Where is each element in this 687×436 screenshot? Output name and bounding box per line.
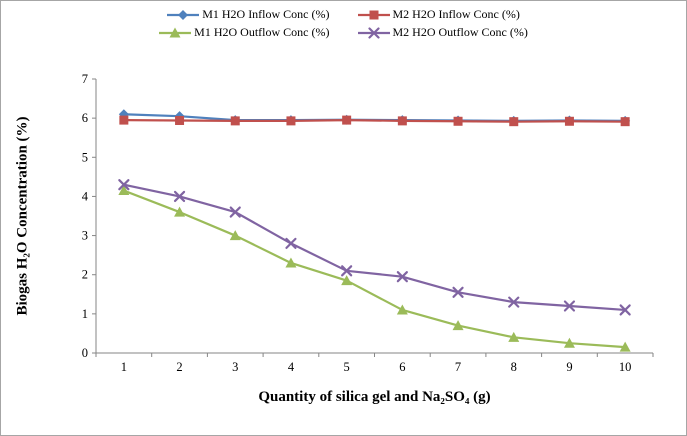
x-axis-title: Quantity of silica gel and Na₂SO₄ (g) <box>258 389 491 405</box>
y-axis-title: Biogas H₂O Concentration (%) <box>14 116 31 316</box>
x-tick-label: 6 <box>399 360 405 374</box>
legend-item-3: M1 H2O Outflow Conc (%) <box>159 25 330 40</box>
legend-item-2: M2 H2O Inflow Conc (%) <box>357 7 520 22</box>
legend-marker-square-icon <box>357 10 390 19</box>
y-tick-label: 7 <box>82 72 88 86</box>
y-tick-label: 6 <box>82 111 88 125</box>
chart-legend: M1 H2O Inflow Conc (%) M2 H2O Inflow Conc… <box>94 7 594 40</box>
series-3 <box>118 185 631 352</box>
legend-marker-diamond-icon <box>167 9 200 20</box>
legend-label: M1 H2O Inflow Conc (%) <box>202 7 330 21</box>
x-tick-label: 8 <box>511 360 517 374</box>
legend-label: M2 H2O Inflow Conc (%) <box>392 7 520 21</box>
legend-item-1: M1 H2O Inflow Conc (%) <box>167 7 330 22</box>
x-tick-label: 10 <box>619 360 632 374</box>
x-tick-label: 3 <box>232 360 238 374</box>
series-4 <box>118 179 631 316</box>
legend-marker-x-icon <box>357 26 390 39</box>
legend-item-4: M2 H2O Outflow Conc (%) <box>357 25 528 40</box>
x-tick-label: 2 <box>176 360 182 374</box>
y-tick-label: 0 <box>82 346 88 360</box>
axes: 0 1 2 3 4 5 6 7 1 2 3 4 5 6 7 8 9 10 <box>82 72 654 374</box>
y-tick-label: 5 <box>82 150 88 164</box>
legend-label: M1 H2O Outflow Conc (%) <box>194 25 330 39</box>
legend-label: M2 H2O Outflow Conc (%) <box>392 25 528 39</box>
x-tick-label: 4 <box>288 360 295 374</box>
y-tick-label: 2 <box>82 268 88 282</box>
x-tick-label: 1 <box>121 360 127 374</box>
y-tick-label: 1 <box>82 307 88 321</box>
y-tick-label: 3 <box>82 229 88 243</box>
x-tick-label: 7 <box>455 360 461 374</box>
series-2 <box>119 115 630 127</box>
x-tick-label: 5 <box>344 360 350 374</box>
y-tick-label: 4 <box>82 189 89 203</box>
series-1 <box>118 109 631 126</box>
legend-marker-triangle-icon <box>159 27 192 37</box>
x-tick-label: 9 <box>566 360 572 374</box>
